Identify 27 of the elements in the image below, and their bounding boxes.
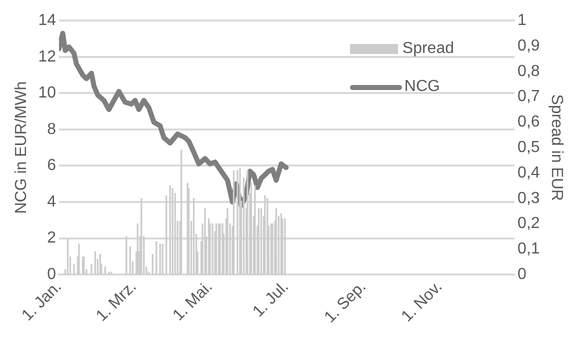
y2-tick-label: 0,2 bbox=[518, 215, 540, 232]
y-tick-label: 8 bbox=[47, 120, 56, 138]
y-tick-label: 6 bbox=[47, 157, 56, 174]
y2-tick-label: 0,9 bbox=[518, 37, 540, 54]
y-tick-label: 12 bbox=[38, 48, 56, 66]
y2-tick-label: 0,3 bbox=[518, 190, 540, 207]
y-tick-label: 4 bbox=[47, 193, 56, 210]
x-tick-label: 1. Nov. bbox=[398, 278, 446, 326]
x-tick-label: 1. Mai. bbox=[170, 278, 216, 324]
y-tick-label: 2 bbox=[47, 230, 56, 247]
legend-label: Spread bbox=[402, 39, 454, 59]
y2-tick-label: 0,1 bbox=[518, 240, 540, 258]
y2-tick-label: 1 bbox=[518, 12, 527, 30]
y2-tick-label: 0,7 bbox=[518, 88, 540, 106]
legend-label: NCG bbox=[404, 77, 440, 97]
y2-tick-label: 0 bbox=[518, 266, 527, 283]
x-tick-label: 1. Jul. bbox=[250, 278, 292, 320]
x-tick-label: 1. Mrz. bbox=[93, 278, 140, 325]
y-tick-label: 14 bbox=[38, 12, 56, 30]
y2-tick-label: 0,5 bbox=[518, 138, 540, 156]
x-tick-label: 1. Sep. bbox=[322, 278, 370, 326]
y-tick-label: 10 bbox=[38, 84, 56, 102]
y-axis-title: NCG in EUR/MWh bbox=[13, 81, 30, 214]
y2-axis-title: Spread in EUR bbox=[548, 94, 565, 201]
y2-tick-label: 0,6 bbox=[518, 114, 540, 131]
y2-tick-label: 0,4 bbox=[518, 164, 540, 182]
y2-tick-label: 0,8 bbox=[518, 62, 540, 80]
